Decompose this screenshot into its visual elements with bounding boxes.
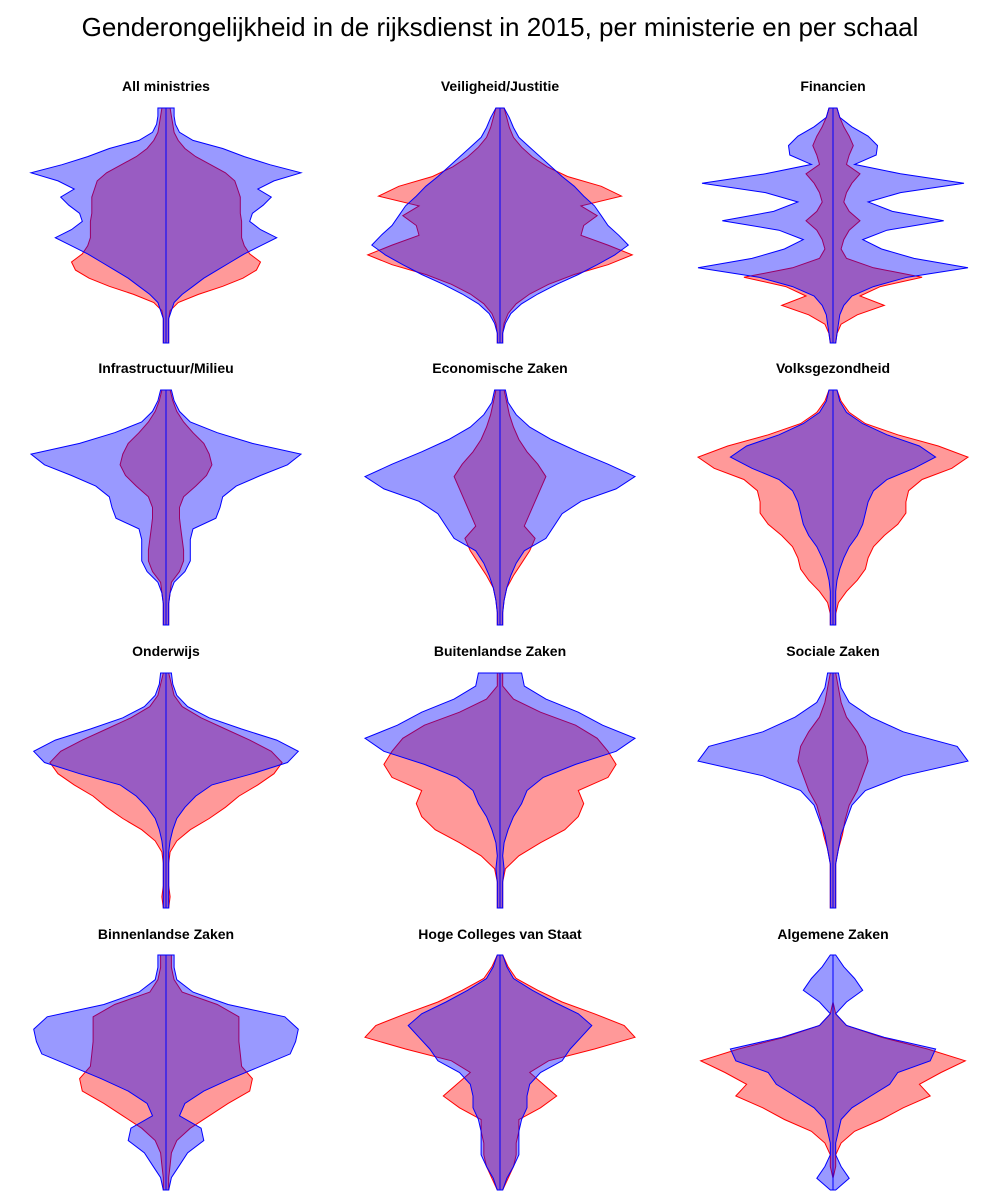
panel-4: Infrastructuur/Milieu: [29, 360, 303, 626]
panel-2: Veiligheid/Justitie: [366, 78, 634, 344]
panel-5: Economische Zaken: [363, 360, 637, 626]
panel-title: Veiligheid/Justitie: [441, 78, 559, 94]
panel-8: Buitenlandse Zaken: [363, 643, 637, 909]
panel-12: Algemene Zaken: [699, 926, 967, 1191]
panel-6: Volksgezondheid: [696, 360, 970, 626]
panel-3: Financien: [697, 78, 969, 344]
panel-10: Binnenlandse Zaken: [33, 926, 299, 1191]
panel-9: Sociale Zaken: [697, 643, 969, 909]
panel-title: Financien: [800, 78, 865, 94]
panel-title: Binnenlandse Zaken: [98, 926, 234, 942]
panel-title: Infrastructuur/Milieu: [98, 360, 233, 376]
panel-title: Algemene Zaken: [777, 926, 888, 942]
panel-1: All ministries: [29, 78, 303, 344]
panel-title: Buitenlandse Zaken: [434, 643, 566, 659]
page-title: Genderongelijkheid in de rijksdienst in …: [81, 12, 919, 42]
panel-title: Sociale Zaken: [786, 643, 879, 659]
panel-title: Volksgezondheid: [776, 360, 890, 376]
panel-title: All ministries: [122, 78, 210, 94]
panel-7: Onderwijs: [32, 643, 300, 909]
panel-title: Economische Zaken: [432, 360, 567, 376]
panel-title: Hoge Colleges van Staat: [418, 926, 582, 942]
panel-title: Onderwijs: [132, 643, 200, 659]
panel-11: Hoge Colleges van Staat: [364, 926, 636, 1191]
